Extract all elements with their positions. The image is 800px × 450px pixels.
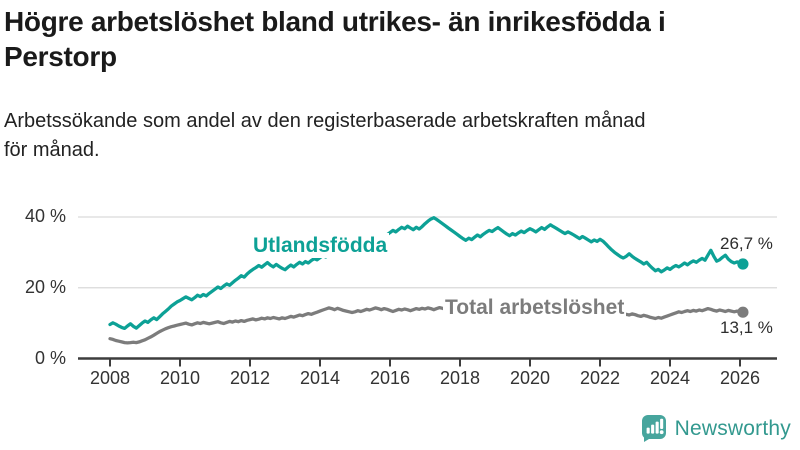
y-tick-label: 0 %: [34, 347, 66, 368]
bar-chart-speech-bubble-icon: [641, 415, 666, 442]
x-tick-label: 2010: [159, 368, 201, 388]
newsworthy-logo: Newsworthy: [641, 414, 791, 443]
series-line-total: [108, 305, 745, 345]
chart-title-line-2: Perstorp: [4, 41, 117, 72]
series-end-dot: [737, 258, 749, 270]
series-label-utlandsfodda: Utlandsfödda: [251, 233, 390, 258]
series-line-utlandsfodda: [108, 216, 745, 331]
y-tick-label: 40 %: [24, 206, 66, 226]
series-label-total-arbetsloshet: Total arbetslöshet: [443, 295, 627, 320]
chart-title: Högre arbetslöshet bland utrikes- än inr…: [4, 4, 796, 74]
x-tick-label: 2026: [719, 368, 761, 388]
newsworthy-logo-text: Newsworthy: [674, 416, 791, 440]
end-value-total-arbetsloshet: 13,1 %: [720, 318, 773, 337]
x-tick-label: 2014: [299, 368, 341, 388]
y-tick-label: 20 %: [24, 276, 66, 297]
end-value-utlandsfodda: 26,7 %: [720, 234, 773, 253]
chart-subtitle-line-1: Arbetssökande som andel av den registerb…: [4, 110, 646, 132]
chart-subtitle: Arbetssökande som andel av den registerb…: [4, 107, 796, 165]
x-tick-label: 2024: [649, 368, 691, 388]
x-tick-label: 2012: [229, 368, 271, 388]
x-tick-label: 2020: [509, 368, 551, 388]
chart-subtitle-line-2: för månad.: [4, 139, 100, 161]
chart-title-line-1: Högre arbetslöshet bland utrikes- än inr…: [4, 6, 666, 37]
x-tick-label: 2008: [89, 368, 131, 388]
x-tick-label: 2018: [439, 368, 481, 388]
x-tick-label: 2016: [369, 368, 411, 388]
x-tick-label: 2022: [579, 368, 621, 388]
series-end-dot: [737, 306, 749, 318]
